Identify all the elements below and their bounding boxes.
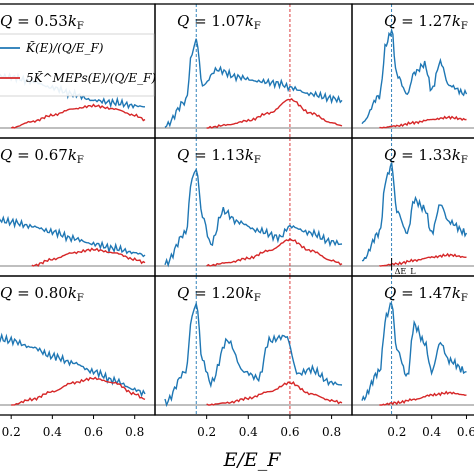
panel-4	[0, 215, 155, 268]
x-tick-label: 0.8	[125, 425, 144, 439]
x-tick-label: 0.2	[197, 425, 216, 439]
series-line-k	[361, 27, 468, 125]
series-line-k	[0, 332, 146, 398]
panel-label: Q = 0.80kF	[0, 284, 84, 304]
panel-label: Q = 1.47kF	[384, 284, 468, 304]
series-line-kmeps	[206, 98, 343, 129]
panel-label: Q = 1.33kF	[384, 146, 468, 166]
panel-label: Q = 1.27kF	[384, 12, 468, 32]
legend-label: 5K̃^MEPs(E)/(Q/E_F)	[26, 70, 156, 85]
series-line-kmeps	[379, 252, 467, 267]
panel-label: Q = 1.07kF	[177, 12, 261, 32]
x-tick-label: 0.8	[322, 425, 341, 439]
series-line-kmeps	[379, 115, 467, 129]
x-tick-label: 0.4	[239, 425, 258, 439]
x-tick-label: 0.4	[43, 425, 62, 439]
series-line-k	[164, 301, 343, 408]
series-line-kmeps	[11, 376, 146, 406]
x-tick-label: 0.2	[2, 425, 21, 439]
series-line-k	[164, 38, 343, 128]
x-tick-label: 0.6	[457, 425, 474, 439]
legend-box	[0, 33, 155, 97]
series-line-kmeps	[10, 103, 146, 129]
panel-label: Q = 1.13kF	[177, 146, 261, 166]
panel-7	[0, 332, 155, 406]
panel-5	[155, 138, 352, 276]
x-tick-label: 0.2	[387, 425, 406, 439]
legend: K̃(E)/(Q/E_F) 5K̃^MEPs(E)/(Q/E_F)	[0, 33, 156, 97]
x-tick-label: 0.6	[84, 425, 103, 439]
series-line-kmeps	[206, 381, 343, 406]
series-line-kmeps	[31, 247, 146, 268]
panel-9	[352, 276, 474, 415]
panel-6	[352, 138, 474, 276]
panel-label: Q = 0.53kF	[0, 12, 84, 32]
x-tick-label: 0.4	[422, 425, 441, 439]
panel-frame	[351, 275, 474, 416]
series-line-k	[164, 167, 343, 268]
series-line-kmeps	[379, 390, 467, 406]
panel-2	[155, 4, 352, 138]
x-tick-label: 0.6	[280, 425, 299, 439]
panel-8	[155, 276, 352, 415]
series-line-k	[361, 162, 468, 262]
x-axis-label: E/E_F	[223, 449, 282, 471]
legend-label: K̃(E)/(Q/E_F)	[25, 40, 104, 55]
panel-label: Q = 1.20kF	[177, 284, 261, 304]
panel-label: Q = 0.67kF	[0, 146, 84, 166]
series-line-k	[361, 302, 467, 402]
series-line-k	[0, 215, 146, 258]
series-line-kmeps	[206, 237, 343, 267]
panel-3	[352, 4, 474, 138]
delta-el-label: ΔE_L	[395, 267, 417, 276]
